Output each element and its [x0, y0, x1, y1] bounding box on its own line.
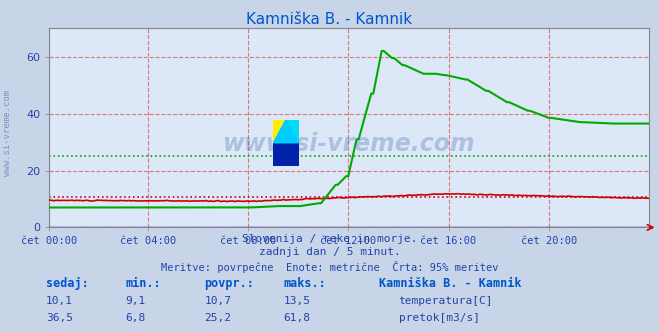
- Text: zadnji dan / 5 minut.: zadnji dan / 5 minut.: [258, 247, 401, 257]
- Text: min.:: min.:: [125, 277, 161, 290]
- Polygon shape: [273, 120, 299, 143]
- Text: temperatura[C]: temperatura[C]: [399, 296, 493, 306]
- Text: Kamniška B. - Kamnik: Kamniška B. - Kamnik: [246, 12, 413, 27]
- Text: www.si-vreme.com: www.si-vreme.com: [3, 90, 13, 176]
- Text: 10,7: 10,7: [204, 296, 231, 306]
- Text: Kamniška B. - Kamnik: Kamniška B. - Kamnik: [379, 277, 521, 290]
- Polygon shape: [286, 120, 299, 143]
- Text: Meritve: povrpečne  Enote: metrične  Črta: 95% meritev: Meritve: povrpečne Enote: metrične Črta:…: [161, 261, 498, 273]
- Polygon shape: [273, 120, 286, 143]
- Text: 36,5: 36,5: [46, 313, 73, 323]
- Text: 61,8: 61,8: [283, 313, 310, 323]
- Text: 25,2: 25,2: [204, 313, 231, 323]
- Text: povpr.:: povpr.:: [204, 277, 254, 290]
- Text: sedaj:: sedaj:: [46, 277, 89, 290]
- Text: www.si-vreme.com: www.si-vreme.com: [223, 132, 476, 156]
- Text: 13,5: 13,5: [283, 296, 310, 306]
- Text: 9,1: 9,1: [125, 296, 146, 306]
- Text: pretok[m3/s]: pretok[m3/s]: [399, 313, 480, 323]
- Text: Slovenija / reke in morje.: Slovenija / reke in morje.: [242, 234, 417, 244]
- Text: maks.:: maks.:: [283, 277, 326, 290]
- Bar: [273, 143, 299, 166]
- Text: 6,8: 6,8: [125, 313, 146, 323]
- Text: 10,1: 10,1: [46, 296, 73, 306]
